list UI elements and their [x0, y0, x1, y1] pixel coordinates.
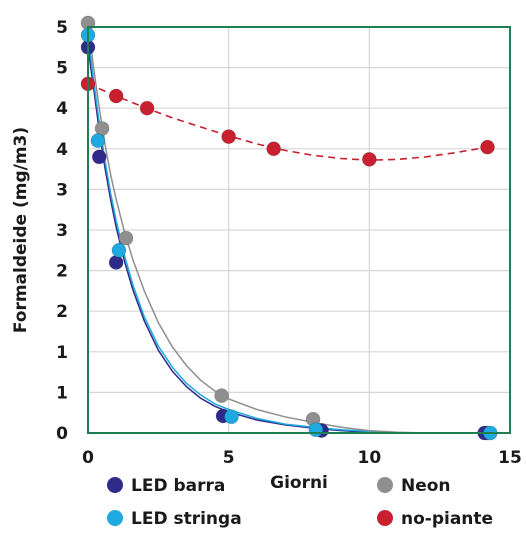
data-point-no-piante: [221, 129, 237, 145]
series-line-led-stringa: [87, 35, 491, 434]
legend-item-neon: Neon: [377, 476, 451, 496]
data-point-no-piante: [266, 141, 282, 157]
y-axis-title: Formaldeide (mg/m3): [11, 127, 31, 333]
data-point-no-piante: [480, 139, 495, 155]
y-tick-label: 2: [56, 302, 68, 322]
legend-item-led-barra: LED barra: [107, 476, 225, 496]
x-axis-title: Giorni: [270, 473, 328, 493]
y-tick-label: 5: [56, 59, 68, 79]
y-tick-label: 1: [56, 383, 68, 403]
y-tick-label: 0: [56, 424, 68, 444]
legend-item-led-stringa: LED stringa: [107, 509, 242, 529]
data-point-led-stringa: [308, 422, 324, 438]
legend-swatch: [377, 510, 393, 526]
legend-item-no-piante: no-piante: [377, 509, 493, 529]
series-line-neon: [87, 22, 488, 434]
legend-swatch: [377, 477, 393, 493]
data-point-no-piante: [139, 100, 155, 116]
y-tick-label: 2: [56, 262, 68, 282]
data-point-neon: [118, 230, 134, 246]
y-tick-label: 3: [56, 221, 68, 241]
plot-frame: [87, 26, 511, 434]
data-point-no-piante: [108, 88, 124, 104]
legend-swatch: [107, 477, 123, 493]
data-points: [80, 15, 498, 441]
x-tick-label: 5: [223, 448, 235, 468]
series-line-led-barra: [87, 47, 485, 434]
y-tick-label: 4: [56, 140, 68, 160]
data-point-led-stringa: [111, 242, 127, 258]
x-tick-label: 15: [498, 448, 522, 468]
legend-label: no-piante: [401, 509, 493, 529]
y-tick-label: 4: [56, 99, 68, 119]
data-point-led-barra: [91, 149, 107, 165]
legend: LED barra Neon LED stringa no-piante: [107, 476, 493, 529]
x-tick-label: 10: [357, 448, 381, 468]
data-point-neon: [214, 388, 230, 404]
data-point-led-barra: [108, 255, 124, 270]
legend-label: LED stringa: [131, 509, 242, 529]
legend-label: Neon: [401, 476, 451, 496]
data-point-led-stringa: [90, 133, 106, 149]
series-line-no-piante: [87, 83, 488, 162]
y-tick-label: 1: [56, 343, 68, 363]
data-point-no-piante: [361, 151, 377, 167]
y-tick-label: 3: [56, 180, 68, 200]
x-tick-label: 0: [82, 448, 94, 468]
fit-curves: [87, 22, 491, 434]
legend-label: LED barra: [131, 476, 225, 496]
legend-swatch: [107, 510, 123, 526]
data-point-led-stringa: [224, 409, 239, 425]
grid: [88, 27, 510, 433]
axis-ticks: 0 5 10 15 0 1 1 2 2 3 3 4 4 5 5: [56, 18, 522, 468]
y-tick-label: 5: [56, 18, 68, 38]
